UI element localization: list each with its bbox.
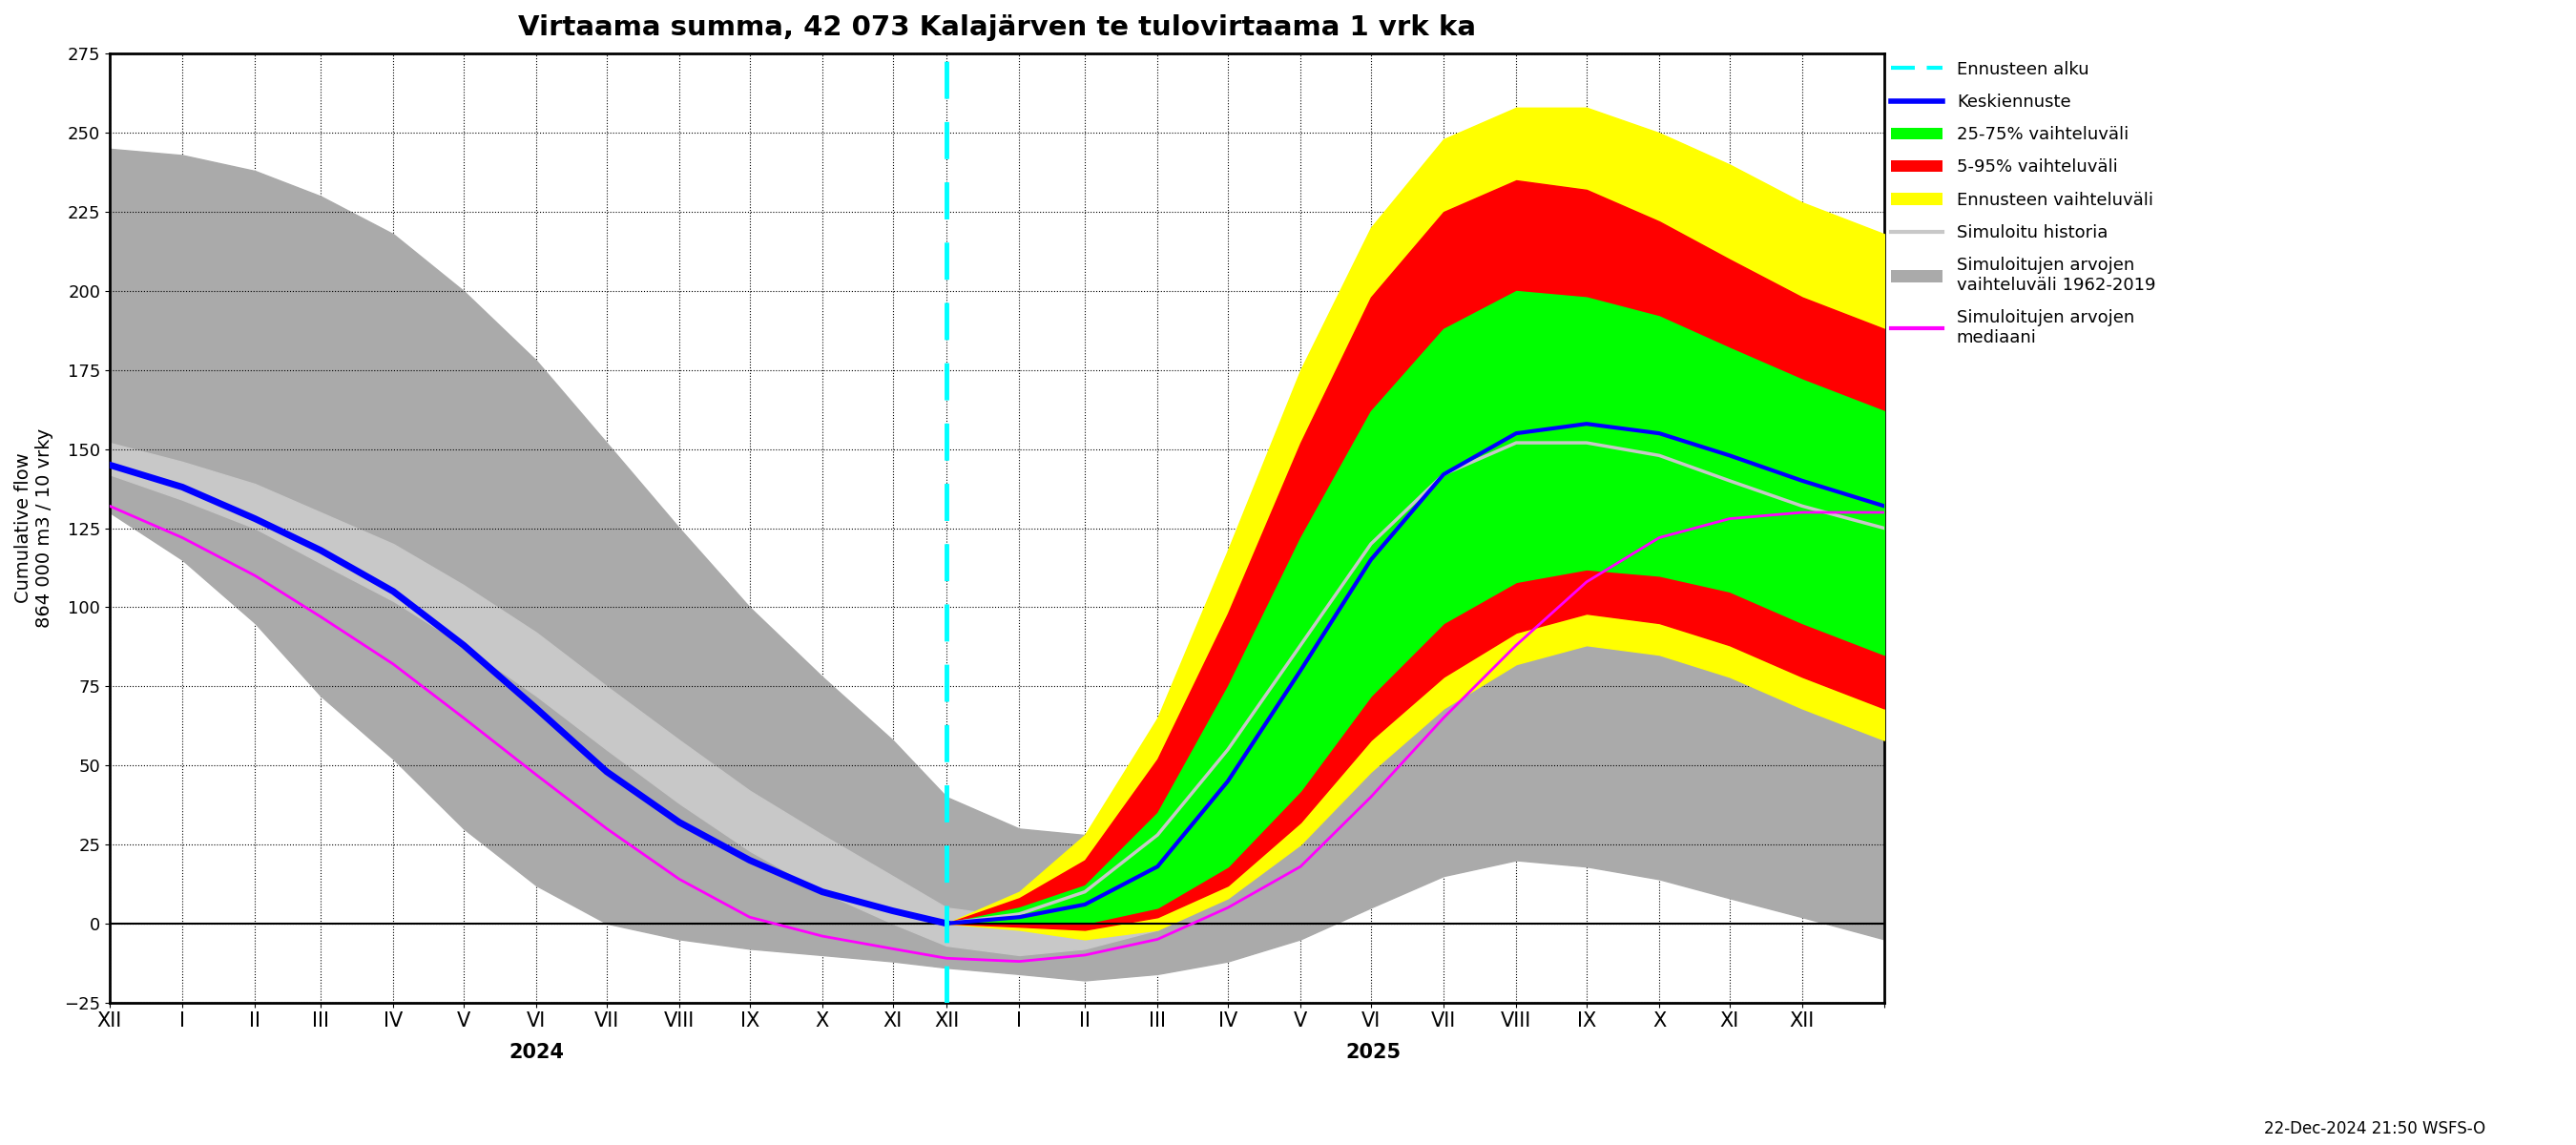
Y-axis label: Cumulative flow
864 000 m3 / 10 vrky: Cumulative flow 864 000 m3 / 10 vrky [15,428,54,627]
Text: 22-Dec-2024 21:50 WSFS-O: 22-Dec-2024 21:50 WSFS-O [2264,1120,2486,1137]
Text: 2025: 2025 [1345,1043,1401,1063]
Text: 2024: 2024 [507,1043,564,1063]
Title: Virtaama summa, 42 073 Kalajärven te tulovirtaama 1 vrk ka: Virtaama summa, 42 073 Kalajärven te tul… [518,14,1476,41]
Legend: Ennusteen alku, Keskiennuste, 25-75% vaihteluväli, 5-95% vaihteluväli, Ennusteen: Ennusteen alku, Keskiennuste, 25-75% vai… [1883,54,2161,354]
